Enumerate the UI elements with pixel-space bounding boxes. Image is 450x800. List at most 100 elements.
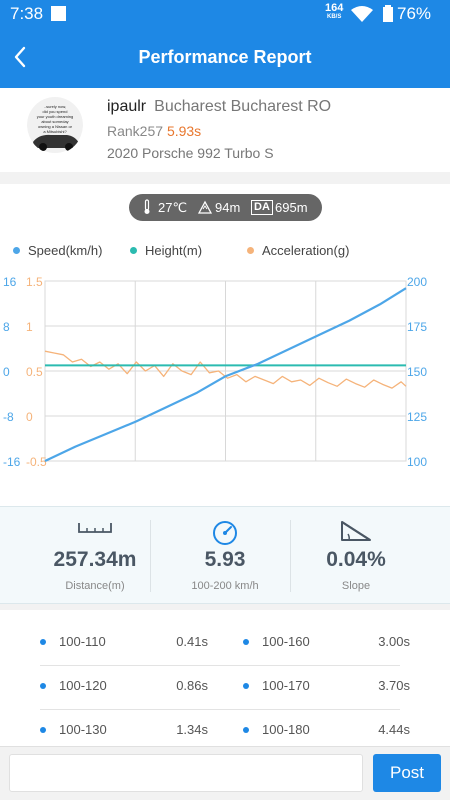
comment-input[interactable]	[9, 754, 363, 792]
bullet-icon	[40, 683, 46, 689]
back-button[interactable]	[6, 42, 36, 72]
legend-dot-height	[130, 247, 137, 254]
thermometer-icon	[144, 199, 150, 214]
page-title: Performance Report	[138, 47, 312, 67]
split-divider	[40, 665, 400, 666]
legend-dot-speed	[13, 247, 20, 254]
profile-name-row: ipaulr Bucharest Bucharest RO	[107, 98, 331, 116]
bullet-icon	[40, 639, 46, 645]
bullet-icon	[243, 639, 249, 645]
tick-label-acceleration: -0.5	[26, 455, 47, 469]
legend-dot-acceleration	[247, 247, 254, 254]
tick-label-speed: 125	[407, 410, 427, 424]
slope-label: Slope	[341, 580, 371, 592]
status-bar: 7:38 164 KB/S 76%	[0, 0, 450, 28]
network-speed-value: 164	[325, 2, 344, 14]
avatar-text-4: about someday	[41, 119, 68, 124]
tick-label-height: -8	[3, 410, 14, 424]
legend-speed-label: Speed(km/h)	[28, 243, 103, 258]
legend-height: Height(m)	[130, 243, 202, 258]
split-times-list: 100-110 0.41s 100-160 3.00s 100-120 0.86…	[0, 610, 450, 748]
split-range: 100-130	[59, 722, 107, 737]
avatar-text-5: owning a Nissan or	[38, 124, 73, 129]
tick-label-height: 16	[3, 275, 17, 289]
acceleration-series-line	[44, 350, 407, 389]
stat-time: 5.93 100-200 km/h	[150, 507, 300, 605]
avatar-text-6: a Mitsubishi?	[43, 129, 67, 134]
legend-speed: Speed(km/h)	[13, 243, 102, 258]
stat-slope: 0.04% Slope	[281, 507, 431, 605]
avatar[interactable]: ..surely now, did you spend your youth d…	[27, 96, 83, 154]
split-range: 100-120	[59, 678, 107, 693]
slope-value: 0.04%	[326, 548, 386, 571]
performance-chart: 16 8 0 -8 -16 1.5 1 0.5 0 -0.5 200 175 150 125 100	[3, 275, 427, 469]
rank: Rank257	[107, 123, 164, 139]
tick-label-height: 0	[3, 365, 10, 379]
network-speed: 164 KB/S	[325, 3, 343, 21]
distance-label: Distance(m)	[65, 580, 125, 592]
notification-icon	[51, 6, 66, 21]
density-altitude-icon: DA	[251, 200, 273, 215]
network-speed-unit: KB/S	[327, 14, 342, 20]
tick-label-acceleration: 0.5	[26, 365, 43, 379]
split-time: 3.70s	[378, 678, 410, 693]
split-range: 100-160	[262, 634, 310, 649]
split-time: 1.34s	[176, 722, 208, 737]
avatar-text-2: did you spend	[43, 109, 68, 114]
battery-level: 76%	[397, 4, 432, 23]
tick-label-speed: 175	[407, 320, 427, 334]
stat-distance: 257.34m Distance(m)	[20, 507, 170, 605]
tick-label-acceleration: 1	[26, 320, 33, 334]
time-value: 5.93	[204, 548, 246, 571]
tick-label-speed: 150	[407, 365, 427, 379]
battery-icon	[383, 5, 393, 22]
avatar-image: ..surely now, did you spend your youth d…	[27, 97, 83, 153]
chart-section: 27℃ 94m DA 695m Speed(km/h) Height(m) Ac…	[0, 184, 450, 506]
split-range: 100-110	[59, 634, 106, 649]
avatar-text-3: your youth dreaming	[37, 114, 73, 119]
split-time: 0.86s	[176, 678, 208, 693]
comment-bar: Post	[0, 746, 450, 800]
status-time: 7:38	[10, 4, 44, 23]
stat-divider	[150, 520, 151, 592]
split-time: 3.00s	[378, 634, 410, 649]
run-time: 5.93s	[166, 123, 202, 139]
app-header: Performance Report	[0, 28, 450, 88]
chevron-left-icon	[14, 46, 26, 68]
split-time: 4.44s	[378, 722, 410, 737]
tick-label-speed: 100	[407, 455, 427, 469]
split-time: 0.41s	[176, 634, 208, 649]
conditions-pill: 27℃ 94m DA 695m	[129, 194, 322, 221]
density-altitude: 695m	[275, 200, 308, 215]
split-row: 100-130 1.34s 100-180 4.44s	[0, 710, 450, 754]
stat-divider	[290, 520, 291, 592]
time-label: 100-200 km/h	[191, 580, 259, 592]
slope-icon	[341, 521, 371, 541]
split-divider	[40, 709, 400, 710]
bullet-icon	[243, 683, 249, 689]
temperature: 27℃	[158, 200, 188, 215]
avatar-text-1: ..surely now,	[44, 104, 66, 109]
tick-label-height: 8	[3, 320, 10, 334]
legend-acceleration-label: Acceleration(g)	[262, 243, 350, 258]
split-range: 100-180	[262, 722, 310, 737]
distance-value: 257.34m	[53, 548, 137, 571]
altitude: 94m	[215, 200, 241, 215]
tick-label-acceleration: 0	[26, 410, 33, 424]
legend-acceleration: Acceleration(g)	[247, 243, 349, 258]
tick-label-acceleration: 1.5	[26, 275, 43, 289]
split-row: 100-120 0.86s 100-170 3.70s	[0, 666, 450, 710]
wifi-icon	[351, 6, 373, 22]
speed-series-line	[44, 287, 407, 462]
bullet-icon	[40, 727, 46, 733]
username[interactable]: ipaulr	[107, 98, 147, 115]
bullet-icon	[243, 727, 249, 733]
split-row: 100-110 0.41s 100-160 3.00s	[0, 622, 450, 666]
legend-height-label: Height(m)	[145, 243, 203, 258]
tick-label-speed: 200	[407, 275, 427, 289]
mountain-icon	[198, 200, 212, 214]
post-button[interactable]: Post	[373, 754, 441, 792]
vehicle-name: 2020 Porsche 992 Turbo S	[107, 145, 274, 161]
ruler-icon	[78, 523, 112, 533]
profile-rank-row: Rank257 5.93s	[107, 123, 201, 139]
